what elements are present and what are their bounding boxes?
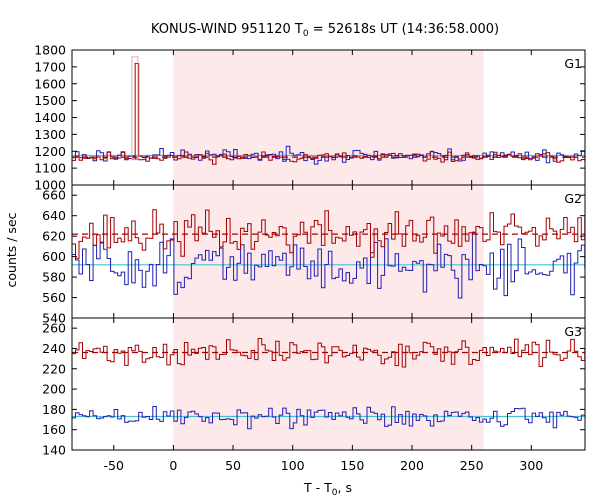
spike-outline [131, 56, 139, 161]
axes-layer [71, 49, 586, 451]
chart-title: KONUS-WIND 951120 T0 = 52618s UT (14:36:… [151, 22, 499, 39]
y-tick-label: 1200 [34, 144, 66, 159]
y-tick-label: 1300 [34, 127, 66, 142]
y-tick-label: 640 [42, 208, 66, 223]
x-tick-label: 250 [460, 458, 484, 473]
series-blue-G3 [72, 406, 586, 430]
y-tick-label: 260 [42, 321, 66, 336]
x-tick-label: 150 [340, 458, 364, 473]
y-tick-label: 240 [42, 341, 66, 356]
series-layer [72, 56, 586, 430]
y-tick-label: 540 [42, 311, 66, 326]
y-axis-label: counts / sec [4, 212, 19, 287]
y-tick-label: 580 [42, 270, 66, 285]
y-tick-label: 140 [42, 443, 66, 458]
series-blue-G2 [72, 232, 586, 299]
panel-label-G1: G1 [564, 56, 582, 71]
y-tick-label: 1000 [34, 178, 66, 193]
y-tick-label: 560 [42, 290, 66, 305]
x-tick-label: 100 [281, 458, 305, 473]
x-tick-label: 50 [225, 458, 241, 473]
labels-layer: 100011001200130014001500160017001800G154… [34, 43, 582, 474]
y-tick-label: 1700 [34, 59, 66, 74]
x-axis-label-rest: , s [338, 480, 352, 495]
y-tick-label: 200 [42, 382, 66, 397]
y-tick-label: 1400 [34, 110, 66, 125]
x-tick-label: -50 [104, 458, 124, 473]
y-tick-label: 600 [42, 249, 66, 264]
panel-frame-G3 [71, 317, 586, 451]
highlight-band [173, 50, 484, 450]
y-tick-label: 1800 [34, 43, 66, 58]
x-tick-label: 0 [169, 458, 177, 473]
series-red-G1 [72, 63, 586, 165]
chart-title-subscript: 0 [303, 29, 309, 39]
y-tick-label: 180 [42, 402, 66, 417]
x-axis-label-main: T - T [303, 480, 332, 495]
x-tick-label: 200 [400, 458, 424, 473]
x-axis-label: T - T0, s [303, 480, 352, 498]
series-red-G2 [72, 209, 586, 259]
y-tick-label: 160 [42, 422, 66, 437]
x-tick-label: 300 [519, 458, 543, 473]
highlight-interval [173, 50, 484, 450]
y-tick-label: 620 [42, 229, 66, 244]
y-tick-label: 220 [42, 361, 66, 376]
panel-label-G2: G2 [564, 191, 582, 206]
chart-title-main: KONUS-WIND 951120 T [151, 22, 303, 37]
series-red-G3 [72, 338, 586, 368]
x-axis-label-subscript: 0 [332, 488, 338, 498]
y-tick-label: 1100 [34, 161, 66, 176]
y-tick-label: 1600 [34, 76, 66, 91]
y-tick-label: 660 [42, 188, 66, 203]
y-tick-label: 1500 [34, 93, 66, 108]
panel-label-G3: G3 [564, 324, 582, 339]
chart-title-rest: = 52618s UT (14:36:58.000) [309, 22, 499, 37]
